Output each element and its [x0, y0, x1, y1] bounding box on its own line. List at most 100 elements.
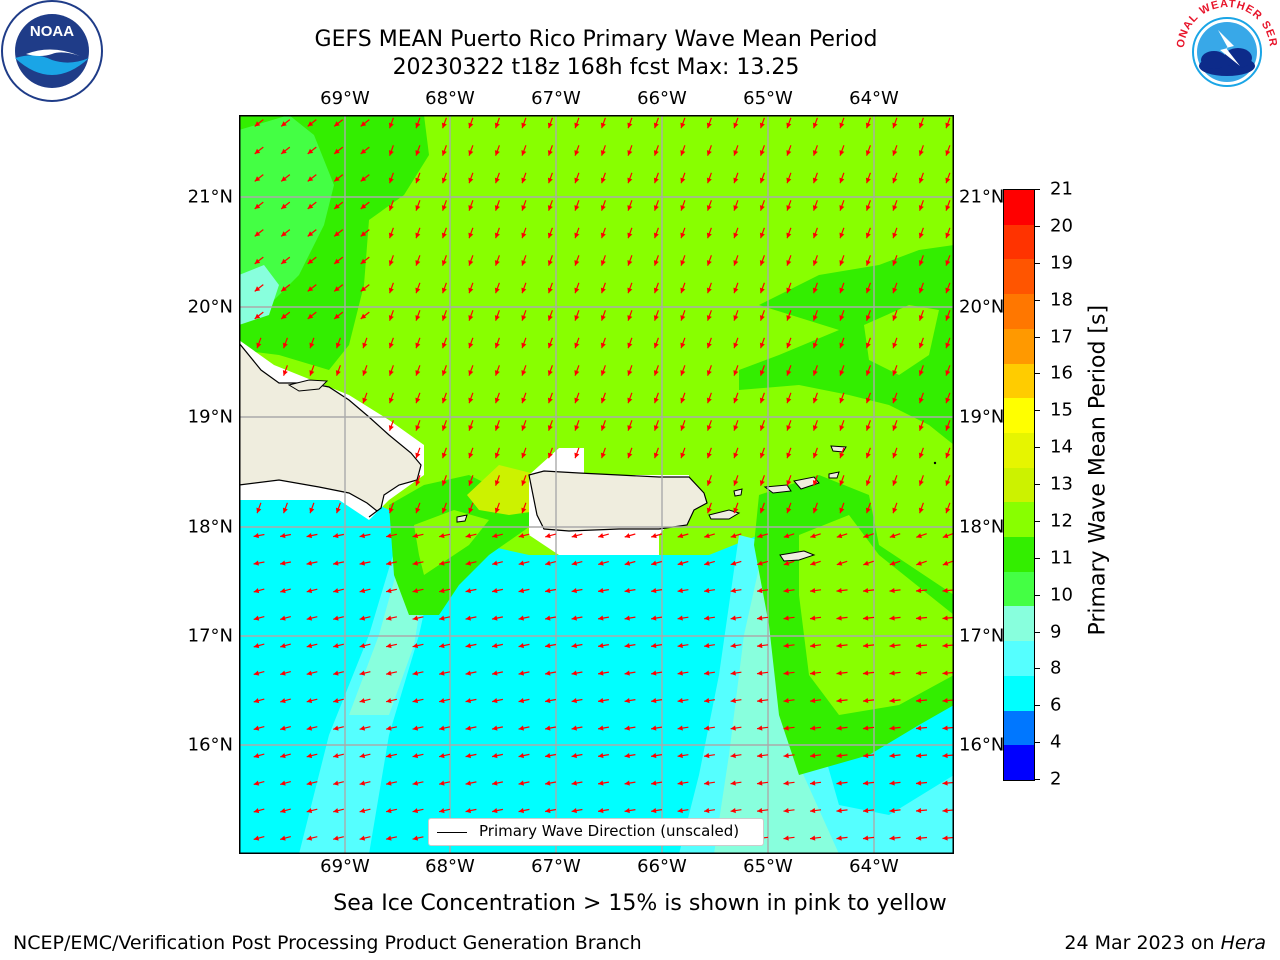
- wave-direction-arrowhead: [786, 452, 792, 459]
- wave-direction-arrowhead: [468, 370, 474, 376]
- wave-direction-arrowhead: [439, 753, 445, 759]
- wave-direction-arrowhead: [412, 835, 419, 841]
- wave-direction-arrowhead: [518, 643, 524, 649]
- wave-direction-arrowhead: [441, 315, 447, 321]
- wave-direction-arrowhead: [945, 205, 951, 211]
- wave-direction-arrowhead: [863, 533, 869, 539]
- wave-direction-arrowhead: [786, 122, 792, 129]
- wave-direction-arrowhead: [598, 643, 604, 649]
- wave-direction-arrowhead: [759, 177, 765, 184]
- wave-direction-arrowhead: [783, 670, 789, 676]
- wave-direction-arrowhead: [916, 698, 922, 704]
- wave-direction-arrowhead: [812, 342, 818, 349]
- field-zone-east-patch: [864, 305, 939, 375]
- wave-direction-arrowhead: [786, 287, 792, 294]
- wave-direction-arrowhead: [494, 232, 500, 239]
- wave-direction-arrowhead: [360, 176, 367, 182]
- wave-direction-arrowhead: [253, 808, 260, 814]
- wave-direction-arrowhead: [653, 315, 659, 321]
- wave-direction-arrowhead: [600, 150, 606, 156]
- lat-label-left: 19°N: [187, 406, 233, 428]
- wave-direction-arrowhead: [836, 753, 842, 759]
- wave-direction-arrowhead: [786, 232, 792, 239]
- wave-direction-arrowhead: [812, 315, 818, 321]
- wave-direction-arrowhead: [812, 205, 818, 211]
- wave-direction-arrowhead: [388, 397, 394, 404]
- wave-direction-arrowhead: [465, 698, 471, 704]
- wave-direction-arrowhead: [836, 670, 842, 676]
- wave-direction-arrowhead: [412, 808, 419, 814]
- wave-direction-arrowhead: [783, 753, 789, 759]
- field-band-9b: [714, 545, 839, 854]
- wave-direction-arrowhead: [812, 425, 818, 431]
- wave-direction-arrowhead: [281, 176, 287, 182]
- land-mona: [456, 514, 468, 523]
- wave-direction-arrowhead: [706, 397, 712, 404]
- wave-direction-arrowhead: [945, 177, 951, 184]
- colorbar-tick-mark: [1034, 373, 1040, 375]
- wave-direction-arrowhead: [916, 588, 922, 594]
- colorbar-tick-label: 17: [1050, 326, 1073, 347]
- wave-direction-arrowhead: [918, 397, 924, 404]
- wave-direction-arrowhead: [518, 533, 525, 539]
- wave-direction-arrowhead: [521, 507, 527, 514]
- wave-direction-arrowhead: [786, 315, 792, 321]
- wave-direction-arrowhead: [812, 232, 818, 239]
- wave-direction-arrowhead: [521, 287, 527, 294]
- legend-label: Primary Wave Direction (unscaled): [479, 822, 740, 840]
- wave-direction-arrowhead: [945, 425, 951, 431]
- wave-direction-arrowhead: [680, 397, 686, 404]
- map-legend: Primary Wave Direction (unscaled): [428, 818, 764, 846]
- colorbar-tick-label: 12: [1050, 510, 1073, 532]
- wave-direction-arrowhead: [942, 588, 948, 594]
- wave-direction-arrowhead: [836, 615, 842, 621]
- wave-direction-arrowhead: [759, 452, 765, 459]
- wave-direction-arrowhead: [388, 260, 394, 266]
- wave-direction-arrowhead: [889, 698, 895, 704]
- wave-direction-arrowhead: [545, 725, 551, 731]
- wave-direction-arrowhead: [439, 808, 445, 814]
- wave-direction-arrowhead: [335, 370, 341, 376]
- wave-direction-arrowhead: [624, 725, 630, 731]
- wave-direction-arrowhead: [733, 122, 739, 129]
- wave-direction-arrowhead: [253, 588, 260, 594]
- wave-direction-arrowhead: [386, 533, 392, 539]
- wave-direction-arrowhead: [889, 725, 895, 731]
- wave-direction-arrowhead: [651, 615, 657, 621]
- wave-direction-arrowhead: [892, 150, 898, 156]
- wave-direction-arrowhead: [415, 452, 421, 459]
- wave-direction-arrowhead: [653, 397, 659, 404]
- wave-direction-arrowhead: [494, 287, 500, 294]
- wave-direction-arrowhead: [810, 533, 816, 539]
- wave-direction-arrowhead: [306, 588, 313, 594]
- wave-direction-arrowhead: [465, 560, 472, 566]
- wave-direction-arrowhead: [468, 122, 474, 129]
- colorbar-tick-mark: [1034, 484, 1040, 485]
- wave-direction-arrowhead: [388, 370, 394, 376]
- colorbar-tick-mark: [1034, 742, 1040, 744]
- wave-direction-arrowhead: [651, 643, 657, 649]
- wave-direction-arrowhead: [624, 670, 630, 676]
- wave-direction-arrowhead: [627, 452, 633, 459]
- wave-direction-arrowhead: [307, 176, 314, 182]
- wave-direction-arrowhead: [706, 452, 712, 459]
- wave-direction-arrowhead: [730, 643, 736, 649]
- wave-direction-arrowhead: [307, 313, 314, 319]
- wave-direction-arrowhead: [388, 342, 394, 349]
- wave-direction-arrowhead: [545, 808, 551, 814]
- wave-direction-arrowhead: [494, 205, 500, 211]
- lat-label-left: 20°N: [187, 296, 233, 318]
- wave-direction-arrowhead: [865, 122, 871, 129]
- wave-direction-arrowhead: [730, 725, 736, 731]
- wave-direction-arrowhead: [759, 205, 765, 211]
- colorbar-tick-label: 9: [1050, 621, 1062, 642]
- wave-direction-arrowhead: [600, 397, 606, 404]
- wave-direction-arrowhead: [468, 342, 474, 349]
- wave-direction-arrowhead: [335, 507, 341, 514]
- wave-direction-arrowhead: [651, 670, 657, 676]
- wave-direction-arrowhead: [465, 615, 471, 621]
- wave-direction-arrowhead: [282, 507, 288, 514]
- wave-direction-arrowhead: [412, 588, 419, 594]
- wave-direction-arrowhead: [600, 452, 606, 459]
- wave-direction-arrowhead: [733, 342, 739, 349]
